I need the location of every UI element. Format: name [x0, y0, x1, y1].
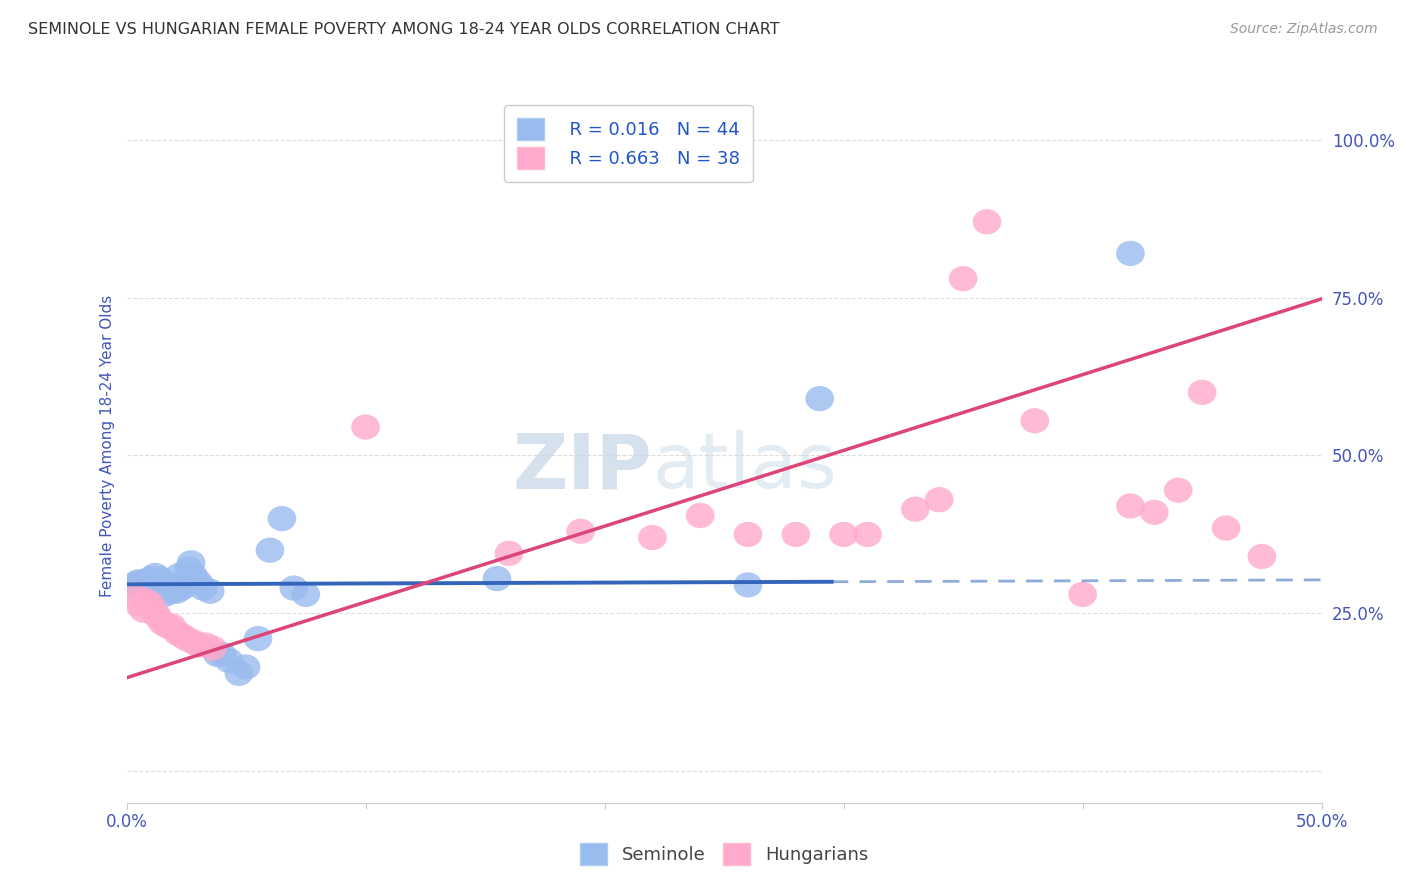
Legend: Seminole, Hungarians: Seminole, Hungarians: [572, 836, 876, 872]
Text: ZIP: ZIP: [513, 431, 652, 504]
Text: Source: ZipAtlas.com: Source: ZipAtlas.com: [1230, 22, 1378, 37]
Text: atlas: atlas: [652, 431, 837, 504]
Y-axis label: Female Poverty Among 18-24 Year Olds: Female Poverty Among 18-24 Year Olds: [100, 295, 115, 597]
Text: SEMINOLE VS HUNGARIAN FEMALE POVERTY AMONG 18-24 YEAR OLDS CORRELATION CHART: SEMINOLE VS HUNGARIAN FEMALE POVERTY AMO…: [28, 22, 780, 37]
